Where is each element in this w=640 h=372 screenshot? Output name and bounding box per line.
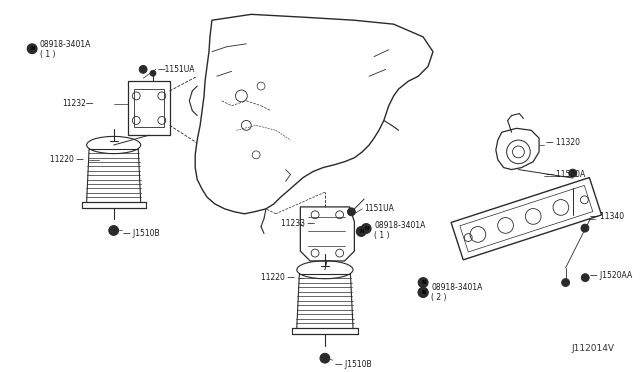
Text: — J1510B: — J1510B [335,360,371,369]
Circle shape [28,44,37,54]
Circle shape [140,65,147,73]
Text: 11220 —: 11220 — [50,155,84,164]
Text: 08918-3401A: 08918-3401A [374,221,426,230]
Text: — 11520A: — 11520A [546,170,585,179]
Text: 08918-3401A: 08918-3401A [431,283,483,292]
Circle shape [569,169,577,177]
Text: — J1520AA: — J1520AA [590,271,632,280]
Text: N: N [421,280,425,285]
Circle shape [109,225,118,235]
Circle shape [418,278,428,288]
Circle shape [562,279,570,286]
Text: 11220 —: 11220 — [261,273,295,282]
Text: ( 1 ): ( 1 ) [40,50,56,59]
Text: ( 1 ): ( 1 ) [374,231,390,240]
Text: N: N [421,290,425,295]
Text: ( 2 ): ( 2 ) [431,293,447,302]
Circle shape [150,70,156,76]
Text: — 11320: — 11320 [546,138,580,147]
Text: J112014V: J112014V [572,344,614,353]
Text: N: N [421,290,425,295]
Circle shape [320,353,330,363]
Circle shape [348,208,355,216]
Text: 11233 —: 11233 — [281,219,315,228]
Text: N: N [30,46,35,51]
Text: 1151UA: 1151UA [364,204,394,214]
Circle shape [418,288,428,297]
Circle shape [418,288,428,297]
Circle shape [361,224,371,233]
Circle shape [581,224,589,232]
Text: N: N [364,226,368,231]
Text: 08918-3401A: 08918-3401A [40,40,92,49]
Text: 11232—: 11232— [63,99,94,108]
Text: — J1510B: — J1510B [124,229,160,238]
Text: N: N [359,229,364,234]
Circle shape [581,274,589,282]
Circle shape [356,227,366,236]
Text: — 11340: — 11340 [590,212,624,221]
Text: —1151UA: —1151UA [158,65,195,74]
